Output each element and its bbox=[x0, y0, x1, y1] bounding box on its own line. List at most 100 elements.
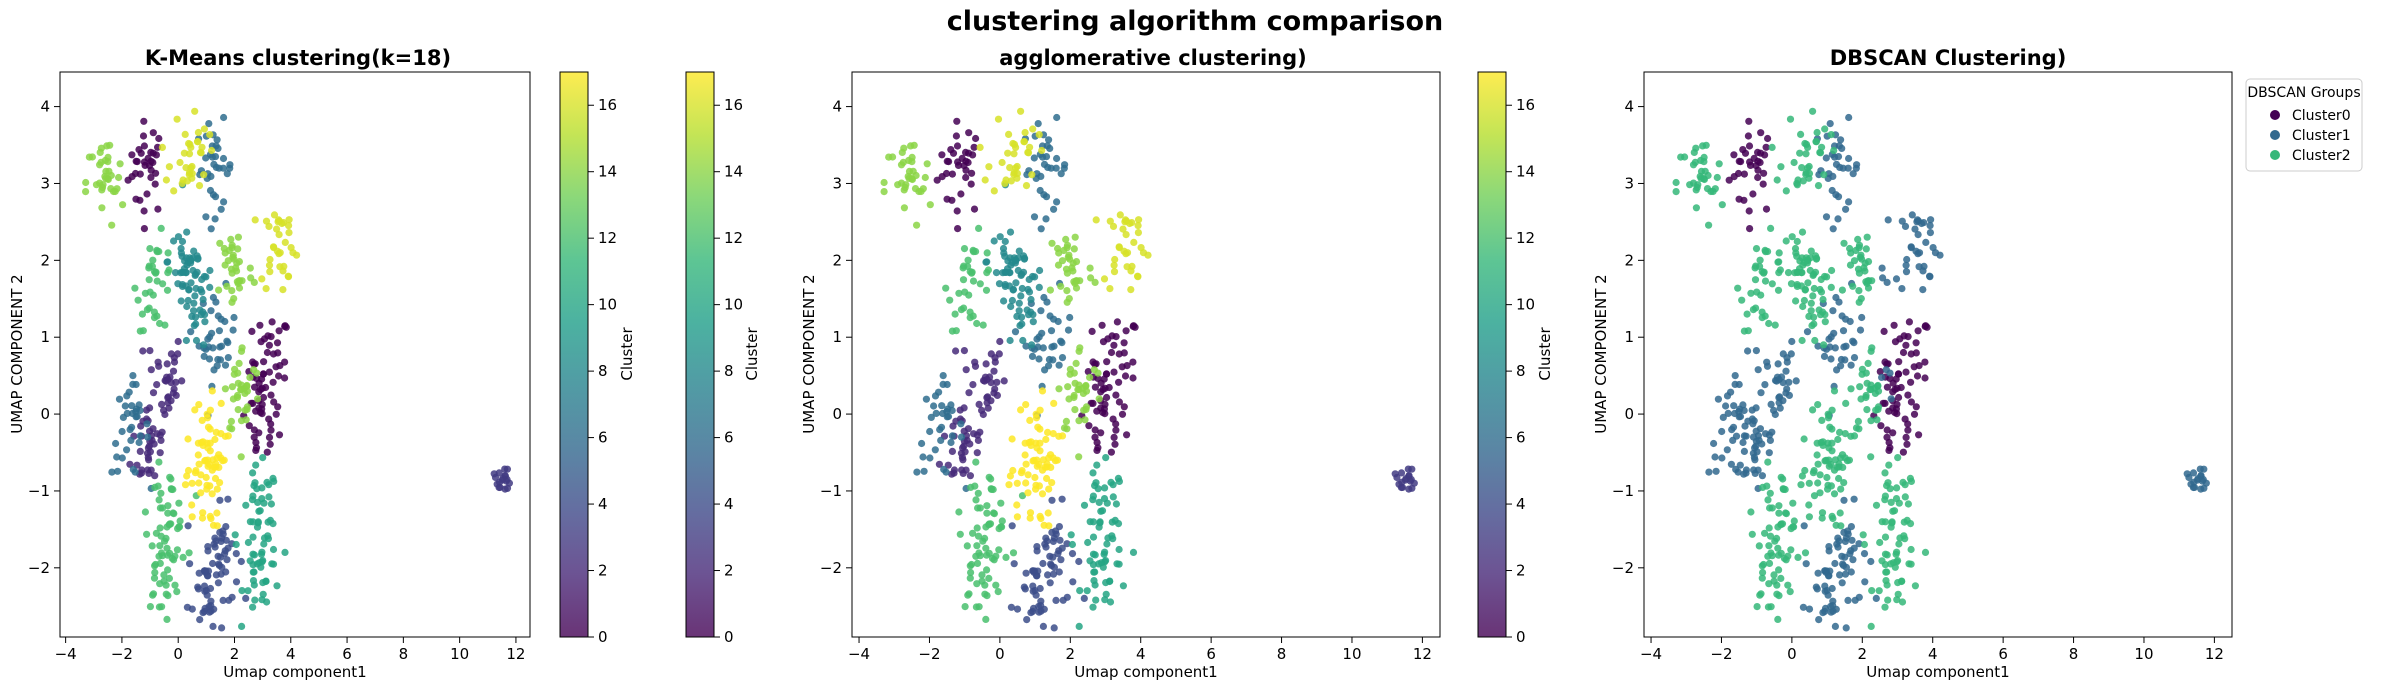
data-point bbox=[228, 298, 236, 306]
data-point bbox=[217, 399, 225, 407]
data-point bbox=[1095, 523, 1103, 531]
x-tick-label: 12 bbox=[1413, 645, 1432, 663]
dbscan-points bbox=[1672, 107, 2210, 632]
y-tick-label: 2 bbox=[1624, 251, 1634, 269]
data-point bbox=[1913, 372, 1922, 380]
data-point bbox=[947, 401, 955, 409]
data-point bbox=[1819, 295, 1827, 304]
data-point bbox=[1731, 409, 1739, 418]
data-point bbox=[215, 286, 223, 294]
y-tick-label: −1 bbox=[1612, 482, 1634, 500]
data-point bbox=[1000, 377, 1008, 385]
data-point bbox=[987, 485, 996, 493]
data-point bbox=[1790, 158, 1798, 167]
data-point bbox=[1035, 131, 1043, 139]
data-point bbox=[1756, 425, 1764, 433]
data-point bbox=[948, 432, 957, 440]
data-point bbox=[1821, 125, 1829, 133]
data-point bbox=[995, 546, 1003, 554]
data-point bbox=[1079, 389, 1087, 397]
data-point bbox=[1815, 616, 1823, 624]
data-point bbox=[1801, 285, 1809, 294]
data-point bbox=[1863, 379, 1871, 387]
data-point bbox=[184, 296, 192, 305]
data-point bbox=[258, 596, 266, 604]
data-point bbox=[967, 180, 975, 188]
data-point bbox=[1052, 530, 1060, 538]
data-point bbox=[1009, 549, 1018, 557]
data-point bbox=[251, 596, 259, 604]
x-tick-label: 4 bbox=[1928, 645, 1938, 663]
data-point bbox=[938, 151, 946, 159]
data-point bbox=[175, 523, 184, 531]
data-point bbox=[281, 374, 289, 382]
data-point bbox=[249, 469, 257, 477]
data-point bbox=[153, 381, 161, 389]
data-point bbox=[262, 285, 270, 293]
data-point bbox=[222, 536, 230, 544]
data-point bbox=[196, 616, 204, 624]
data-point bbox=[158, 400, 166, 408]
data-point bbox=[107, 185, 115, 193]
data-point bbox=[1816, 285, 1824, 294]
data-point bbox=[1735, 195, 1743, 203]
data-point bbox=[1752, 304, 1760, 312]
data-point bbox=[1809, 469, 1817, 477]
data-point bbox=[200, 582, 209, 590]
data-point bbox=[1068, 264, 1076, 272]
data-point bbox=[1013, 605, 1022, 613]
data-point bbox=[1036, 266, 1044, 275]
data-point bbox=[1875, 587, 1883, 595]
data-point bbox=[1107, 448, 1115, 456]
data-point bbox=[208, 466, 216, 474]
data-point bbox=[149, 158, 157, 167]
data-point bbox=[1764, 458, 1772, 466]
data-point bbox=[959, 456, 967, 464]
data-point bbox=[1858, 313, 1866, 322]
data-point bbox=[1837, 136, 1845, 144]
data-point bbox=[200, 567, 208, 575]
data-point bbox=[1055, 568, 1063, 576]
plot-frame-kmeans bbox=[59, 71, 531, 638]
data-point bbox=[1028, 171, 1036, 179]
data-point bbox=[1049, 570, 1058, 578]
data-point bbox=[1797, 481, 1805, 489]
kmeans-y-label: UMAP COMPONENT 2 bbox=[8, 274, 26, 433]
panel-kmeans: K-Means clustering(k=18) −4 −2 0 2 4 6 8 10 12 −… bbox=[8, 46, 761, 681]
data-point bbox=[198, 275, 206, 284]
data-point bbox=[1823, 273, 1831, 281]
data-point bbox=[1907, 243, 1915, 251]
data-point bbox=[212, 298, 220, 306]
data-point bbox=[965, 389, 973, 397]
y-tick-label: 1 bbox=[1624, 328, 1634, 346]
data-point bbox=[98, 204, 106, 212]
data-point bbox=[156, 542, 164, 550]
data-point bbox=[244, 538, 252, 547]
data-point bbox=[1013, 513, 1022, 521]
data-point bbox=[188, 312, 196, 320]
data-point bbox=[951, 310, 959, 318]
data-point bbox=[956, 530, 964, 538]
data-point bbox=[1821, 607, 1829, 616]
data-point bbox=[1898, 598, 1907, 606]
data-point bbox=[156, 319, 164, 328]
data-point bbox=[1922, 322, 1930, 330]
data-point bbox=[162, 590, 170, 598]
data-point bbox=[202, 213, 210, 221]
data-point bbox=[1929, 244, 1937, 252]
data-point bbox=[1114, 520, 1123, 528]
data-point bbox=[1892, 495, 1901, 503]
data-point bbox=[1748, 530, 1756, 538]
data-point bbox=[1835, 460, 1843, 468]
data-point bbox=[1031, 273, 1039, 281]
panel-title-agglomerative: agglomerative clustering) bbox=[999, 46, 1307, 70]
data-point bbox=[146, 245, 154, 253]
data-point bbox=[960, 304, 968, 312]
data-point bbox=[1730, 173, 1738, 181]
data-point bbox=[1705, 221, 1713, 229]
data-point bbox=[984, 404, 992, 412]
data-point bbox=[1106, 217, 1114, 225]
data-point bbox=[1057, 556, 1065, 564]
data-point bbox=[983, 566, 991, 574]
